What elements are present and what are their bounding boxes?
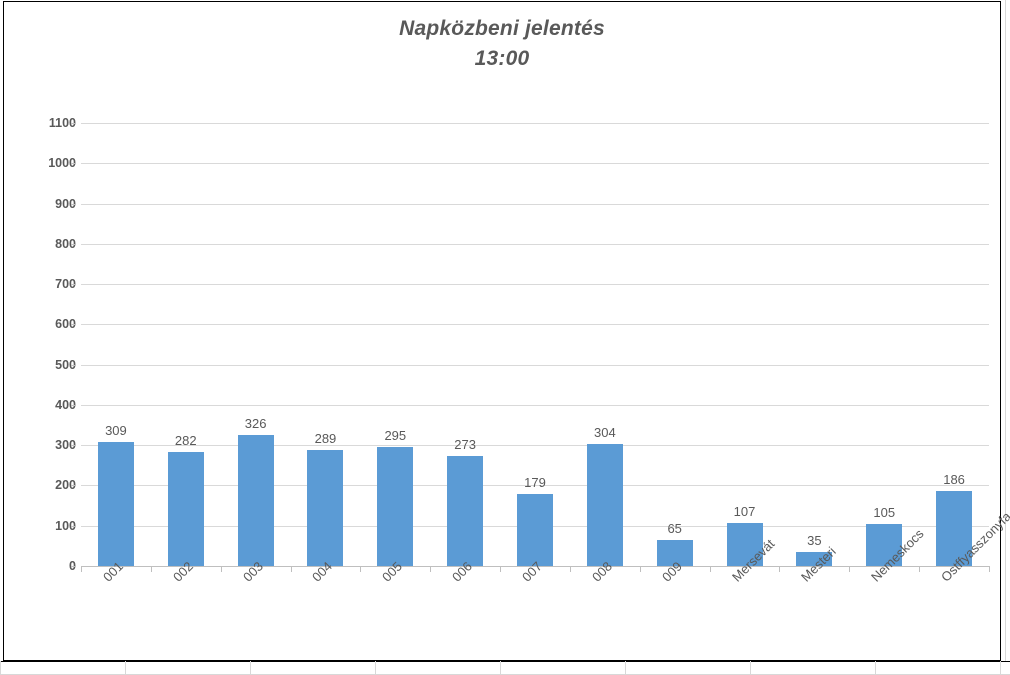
gridline (81, 445, 989, 447)
gridline (81, 123, 989, 124)
chart-container[interactable]: Napközbeni jelentés 13:00 1100 1000 900 800… (3, 1, 1010, 661)
bar[interactable] (167, 452, 204, 566)
bar-value-label: 105 (873, 504, 896, 520)
gridline (81, 284, 989, 286)
gridline (81, 243, 989, 245)
bar[interactable] (936, 491, 973, 566)
x-axis-tick-mark (81, 566, 82, 572)
y-axis-tick-label: 100 (55, 518, 76, 533)
y-axis-tick-label: 0 (20, 559, 76, 573)
bar-value-label: 326 (244, 415, 267, 431)
gridline (81, 163, 989, 165)
bar[interactable] (656, 539, 693, 566)
gridline (81, 324, 989, 326)
bar[interactable] (237, 434, 274, 566)
x-axis-tick-mark (639, 566, 641, 572)
y-axis-tick-label: 1000 (48, 156, 76, 171)
y-axis-tick-label: 800 (55, 236, 76, 251)
bar[interactable] (796, 551, 833, 566)
x-axis-tick-mark (290, 566, 292, 572)
x-axis-tick-mark (779, 566, 781, 572)
gridline (81, 485, 989, 487)
bar-value-label: 107 (733, 503, 756, 519)
x-axis-tick-mark (989, 566, 990, 572)
bar-slot: 35 (779, 123, 849, 566)
chart-title-main: Napközbeni jelentés (399, 17, 605, 40)
bar-slot: 107 (710, 123, 780, 566)
y-axis-tick-label: 500 (55, 357, 76, 372)
y-axis-tick-mark (71, 404, 76, 406)
y-axis-tick-mark (71, 243, 76, 245)
bar-value-label: 35 (807, 532, 822, 548)
y-axis-tick-mark (71, 364, 76, 366)
bar-series[interactable]: 309 282 326 289 295 273 179 304 65 107 35 105 186 (81, 123, 989, 566)
bar[interactable] (586, 443, 623, 566)
bar-slot: 273 (430, 123, 500, 566)
bar-slot: 179 (500, 123, 570, 566)
gridline (81, 364, 989, 366)
bar-slot: 295 (360, 123, 430, 566)
bar-slot: 282 (151, 123, 221, 566)
x-axis-tick-mark (569, 566, 571, 572)
y-axis-tick-mark (71, 566, 76, 567)
y-axis-tick-mark (71, 284, 76, 286)
bar[interactable] (97, 441, 134, 566)
gridline (81, 404, 989, 406)
y-axis-tick-mark (71, 324, 76, 326)
y-axis-tick-label: 400 (55, 397, 76, 412)
bar-slot: 65 (640, 123, 710, 566)
bar-slot: 304 (570, 123, 640, 566)
y-axis-tick-label: 600 (55, 317, 76, 332)
bar[interactable] (377, 447, 414, 566)
x-axis-tick-mark (220, 566, 222, 572)
bar-value-label: 186 (943, 472, 965, 488)
y-axis-tick-mark (71, 445, 76, 447)
y-axis-tick-mark (71, 123, 76, 124)
chart-subtitle: 13:00 (474, 47, 530, 70)
bar-value-label: 309 (105, 422, 127, 438)
bar-value-label: 65 (667, 520, 682, 536)
bar-value-label: 282 (174, 433, 197, 449)
x-axis-tick-mark (919, 566, 921, 572)
x-axis-tick-mark (709, 566, 711, 572)
x-axis-tick-mark (500, 566, 502, 572)
plot-wrapper: 110010009008007006005004003002001000 309… (4, 2, 1010, 660)
y-axis-tick-label: 300 (55, 438, 76, 453)
bar[interactable] (726, 522, 763, 566)
x-axis-tick-mark (849, 566, 851, 572)
y-axis-tick-mark (71, 485, 76, 487)
bar-value-label: 273 (454, 437, 476, 453)
bar[interactable] (866, 523, 903, 566)
bar-value-label: 304 (593, 424, 616, 440)
y-axis: 110010009008007006005004003002001000 (14, 116, 76, 573)
plot-area: 309 282 326 289 295 273 179 304 65 107 35 105 186 (81, 123, 989, 567)
y-axis-tick-mark (71, 163, 76, 165)
y-axis-tick-label: 200 (55, 478, 76, 493)
bar-value-label: 295 (384, 428, 407, 444)
chart-title: Napközbeni jelentés 13:00 (4, 14, 1000, 74)
bar[interactable] (516, 493, 553, 566)
x-axis-line (81, 566, 989, 567)
bar-value-label: 289 (314, 430, 337, 446)
x-axis-tick-mark (360, 566, 362, 572)
y-axis-tick-label: 1100 (48, 116, 76, 130)
bar-slot: 326 (221, 123, 291, 566)
gridline (81, 203, 989, 205)
bar[interactable] (447, 456, 484, 566)
bar-slot: 309 (81, 123, 151, 566)
bar-slot: 105 (849, 123, 919, 566)
y-axis-tick-mark (71, 525, 76, 527)
bar-slot: 289 (291, 123, 361, 566)
y-axis-tick-label: 900 (55, 196, 76, 211)
x-axis-tick-mark (430, 566, 432, 572)
bar-value-label: 179 (524, 474, 546, 490)
bar[interactable] (307, 449, 344, 566)
bar-slot: 186 (919, 123, 989, 566)
y-axis-tick-label: 700 (55, 277, 76, 292)
x-axis-tick-mark (150, 566, 152, 572)
y-axis-tick-mark (71, 203, 76, 205)
